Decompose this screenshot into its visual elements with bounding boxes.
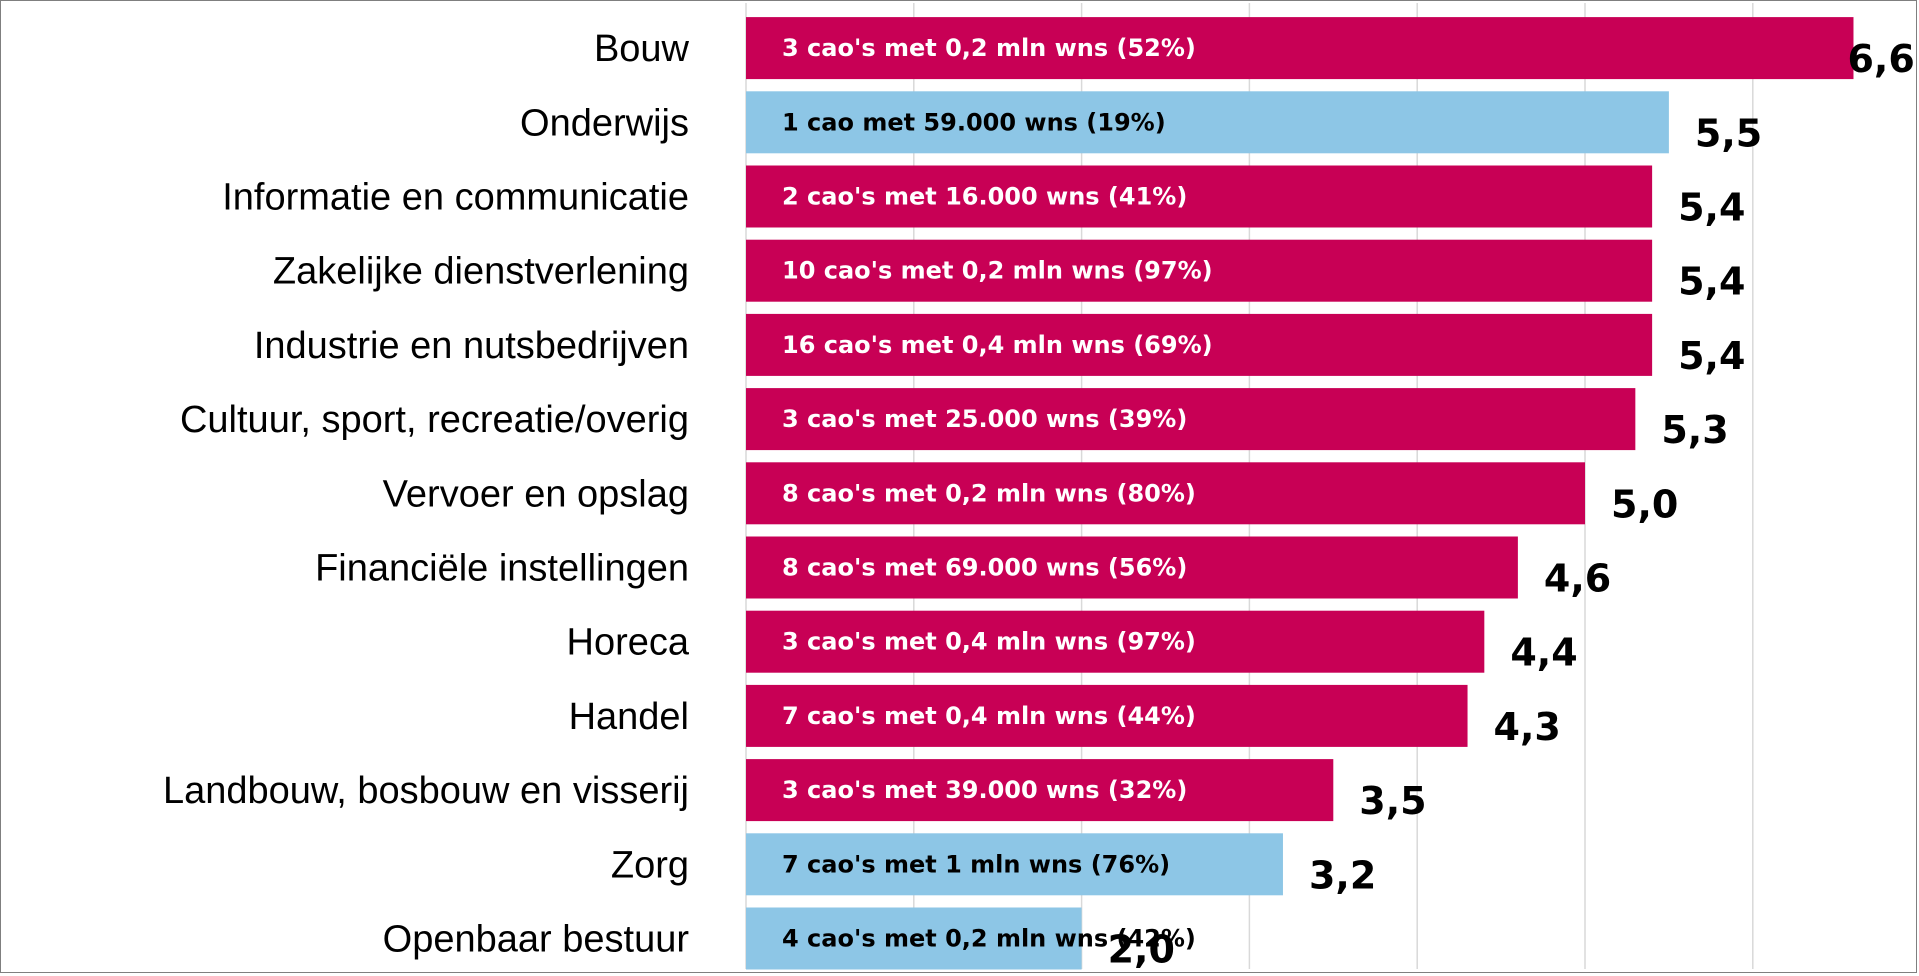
bar — [746, 610, 1485, 673]
bar — [746, 388, 1636, 451]
bar — [746, 462, 1585, 525]
bar-inner-label: 7 cao's met 1 mln wns (76%) — [782, 850, 1170, 878]
bar-inner-label: 3 cao's met 25.000 wns (39%) — [782, 405, 1187, 433]
bar-inner-label: 10 cao's met 0,2 mln wns (97%) — [782, 257, 1213, 285]
bar — [746, 313, 1653, 376]
category-label: Handel — [569, 696, 689, 738]
bar — [746, 833, 1283, 896]
bar-inner-labels: 3 cao's met 0,2 mln wns (52%) 1 cao met 5… — [782, 34, 1213, 952]
bar-inner-label: 4 cao's met 0,2 mln wns (42%) — [782, 925, 1196, 953]
category-label: Openbaar bestuur — [383, 919, 690, 961]
value-label: 2,0 — [1108, 928, 1175, 972]
value-label: 5,3 — [1661, 408, 1728, 452]
category-label: Zorg — [611, 844, 689, 886]
category-label: Bouw — [594, 28, 690, 70]
value-labels: 6,6 5,5 5,4 5,4 5,4 5,3 5,04,6 4,4 4,3 3,5 3,2 2,0 — [1108, 37, 1915, 971]
bars-group — [746, 17, 1854, 970]
category-labels: Bouw Onderwijs Informatie en communicatie Z… — [163, 28, 690, 960]
bar — [746, 17, 1854, 80]
category-label: Horeca — [567, 622, 690, 664]
bar-inner-label: 8 cao's met 69.000 wns (56%) — [782, 554, 1187, 582]
value-label: 5,0 — [1611, 482, 1678, 526]
category-label: Informatie en communicatie — [222, 177, 689, 219]
category-label: Financiële instellingen — [315, 548, 689, 590]
value-label: 4,3 — [1494, 705, 1561, 749]
bar — [746, 536, 1518, 599]
bar-inner-label: 2 cao's met 16.000 wns (41%) — [782, 183, 1187, 211]
value-label: 6,6 — [1847, 37, 1914, 81]
category-label: Landbouw, bosbouw en visserij — [163, 770, 689, 812]
value-label: 5,4 — [1678, 334, 1745, 378]
category-label: Vervoer en opslag — [383, 473, 689, 515]
bar-inner-label: 16 cao's met 0,4 mln wns (69%) — [782, 331, 1213, 359]
bar-inner-label: 1 cao met 59.000 wns (19%) — [782, 108, 1166, 136]
category-label: Industrie en nutsbedrijven — [254, 325, 689, 367]
category-label: Onderwijs — [520, 102, 689, 144]
value-label: 5,4 — [1678, 260, 1745, 304]
bar — [746, 684, 1468, 747]
bar-inner-label: 7 cao's met 0,4 mln wns (44%) — [782, 702, 1196, 730]
value-label: 3,5 — [1359, 779, 1426, 823]
value-label: 5,5 — [1695, 111, 1762, 155]
bar-inner-label: 8 cao's met 0,2 mln wns (80%) — [782, 479, 1196, 507]
bar-inner-label: 3 cao's met 39.000 wns (32%) — [782, 776, 1187, 804]
value-label: 4,4 — [1510, 631, 1577, 675]
category-label: Zakelijke dienstverlening — [273, 251, 689, 293]
bar-inner-label: 3 cao's met 0,4 mln wns (97%) — [782, 628, 1196, 656]
value-label: 4,6 — [1544, 557, 1611, 601]
category-label: Cultuur, sport, recreatie/overig — [180, 399, 689, 441]
value-label: 3,2 — [1309, 853, 1376, 897]
bar-inner-label: 3 cao's met 0,2 mln wns (52%) — [782, 34, 1196, 62]
bar — [746, 907, 1082, 970]
bar — [746, 91, 1669, 154]
bar — [746, 239, 1653, 302]
bar — [746, 165, 1653, 228]
bar — [746, 759, 1334, 822]
value-label: 5,4 — [1678, 186, 1745, 230]
